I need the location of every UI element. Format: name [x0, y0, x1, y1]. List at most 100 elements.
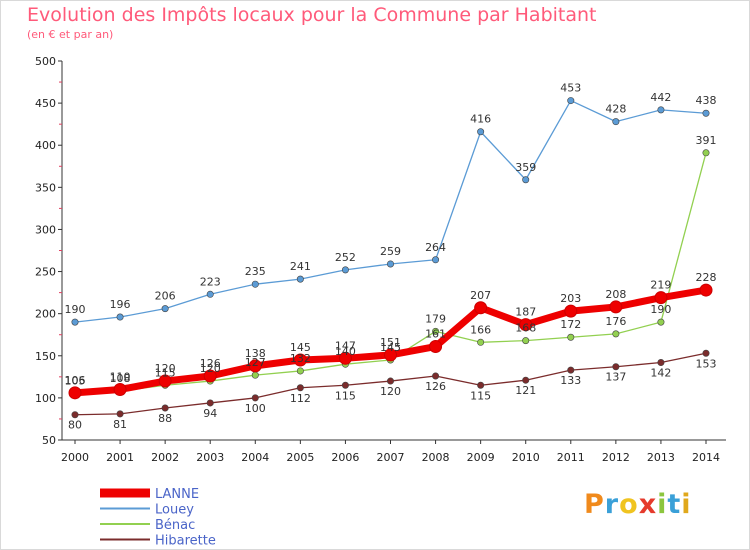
data-point-louey — [568, 97, 574, 103]
data-label-hibarette: 115 — [470, 389, 491, 402]
data-point-lanne — [700, 284, 712, 296]
data-point-bnac — [297, 368, 303, 374]
data-point-louey — [658, 107, 664, 113]
data-point-hibarette — [207, 400, 213, 406]
y-tick-label: 250 — [35, 266, 56, 279]
x-tick-label: 2001 — [106, 451, 134, 464]
y-tick-label: 350 — [35, 181, 56, 194]
x-tick-label: 2010 — [512, 451, 540, 464]
data-point-louey — [297, 276, 303, 282]
x-tick-label: 2003 — [196, 451, 224, 464]
y-tick-label: 450 — [35, 97, 56, 110]
data-label-louey: 235 — [245, 265, 266, 278]
data-point-lanne — [430, 341, 442, 353]
x-tick-label: 2013 — [647, 451, 675, 464]
data-label-hibarette: 112 — [290, 392, 311, 405]
data-point-hibarette — [117, 411, 123, 417]
x-tick-label: 2006 — [331, 451, 359, 464]
x-tick-label: 2000 — [61, 451, 89, 464]
data-point-louey — [117, 314, 123, 320]
data-label-bnac: 190 — [650, 303, 671, 316]
data-label-bnac: 179 — [425, 312, 446, 325]
data-point-louey — [432, 257, 438, 263]
data-label-hibarette: 80 — [68, 419, 82, 432]
legend-label-louey: Louey — [155, 503, 194, 518]
data-label-lanne: 208 — [605, 288, 626, 301]
data-point-louey — [523, 177, 529, 183]
y-tick-label: 300 — [35, 223, 56, 236]
data-point-bnac — [477, 339, 483, 345]
data-label-louey: 196 — [110, 298, 131, 311]
data-label-louey: 223 — [200, 275, 221, 288]
data-label-louey: 252 — [335, 251, 356, 264]
data-point-hibarette — [297, 385, 303, 391]
data-point-louey — [387, 261, 393, 267]
data-label-bnac: 168 — [515, 322, 536, 335]
data-point-louey — [703, 110, 709, 116]
y-tick-label: 50 — [42, 434, 56, 447]
data-point-bnac — [613, 331, 619, 337]
data-point-louey — [342, 267, 348, 273]
data-point-bnac — [658, 319, 664, 325]
data-label-lanne: 147 — [335, 339, 356, 352]
data-point-hibarette — [252, 395, 258, 401]
data-label-louey: 241 — [290, 260, 311, 273]
data-point-hibarette — [613, 364, 619, 370]
data-point-lanne — [475, 302, 487, 314]
data-label-louey: 428 — [605, 103, 626, 116]
data-label-louey: 359 — [515, 161, 536, 174]
data-point-lanne — [69, 387, 81, 399]
data-point-lanne — [655, 292, 667, 304]
proxiti-logo: Proxiti — [584, 489, 692, 520]
data-label-lanne: 106 — [65, 374, 86, 387]
data-point-hibarette — [703, 350, 709, 356]
data-label-bnac: 391 — [696, 134, 717, 147]
x-tick-label: 2002 — [151, 451, 179, 464]
data-label-lanne: 126 — [200, 357, 221, 370]
data-label-lanne: 187 — [515, 306, 536, 319]
y-tick-label: 500 — [35, 55, 56, 68]
data-label-louey: 442 — [650, 91, 671, 104]
data-point-hibarette — [477, 382, 483, 388]
data-point-hibarette — [342, 382, 348, 388]
data-point-hibarette — [568, 367, 574, 373]
data-point-hibarette — [658, 359, 664, 365]
data-label-hibarette: 120 — [380, 385, 401, 398]
data-point-louey — [207, 291, 213, 297]
data-point-hibarette — [432, 373, 438, 379]
data-label-lanne: 203 — [560, 292, 581, 305]
data-label-bnac: 176 — [605, 315, 626, 328]
y-tick-label: 150 — [35, 350, 56, 363]
data-label-louey: 259 — [380, 245, 401, 258]
data-point-lanne — [114, 383, 126, 395]
data-label-louey: 416 — [470, 113, 491, 126]
data-label-louey: 438 — [696, 94, 717, 107]
data-point-louey — [162, 305, 168, 311]
data-label-lanne: 110 — [110, 370, 131, 383]
data-label-hibarette: 126 — [425, 380, 446, 393]
legend-label-bnac: Bénac — [155, 518, 195, 533]
data-label-lanne: 138 — [245, 347, 266, 360]
data-label-hibarette: 115 — [335, 389, 356, 402]
data-point-louey — [613, 118, 619, 124]
y-tick-label: 200 — [35, 308, 56, 321]
data-point-lanne — [565, 305, 577, 317]
data-label-louey: 264 — [425, 241, 446, 254]
chart-svg: 501001502002503003504004505002000 2001 200… — [0, 0, 750, 550]
legend-label-lanne: LANNE — [155, 487, 199, 502]
data-label-lanne: 219 — [650, 279, 671, 292]
x-tick-label: 2014 — [692, 451, 720, 464]
data-label-lanne: 207 — [470, 289, 491, 302]
data-label-louey: 453 — [560, 82, 581, 95]
legend-label-hibarette: Hibarette — [155, 534, 216, 549]
y-tick-label: 100 — [35, 392, 56, 405]
data-label-louey: 190 — [65, 303, 86, 316]
data-label-lanne: 161 — [425, 328, 446, 341]
data-point-bnac — [703, 150, 709, 156]
data-label-bnac: 166 — [470, 323, 491, 336]
data-label-bnac: 172 — [560, 318, 581, 331]
data-label-hibarette: 100 — [245, 402, 266, 415]
data-label-hibarette: 153 — [696, 357, 717, 370]
x-tick-label: 2008 — [422, 451, 450, 464]
data-label-lanne: 120 — [155, 362, 176, 375]
